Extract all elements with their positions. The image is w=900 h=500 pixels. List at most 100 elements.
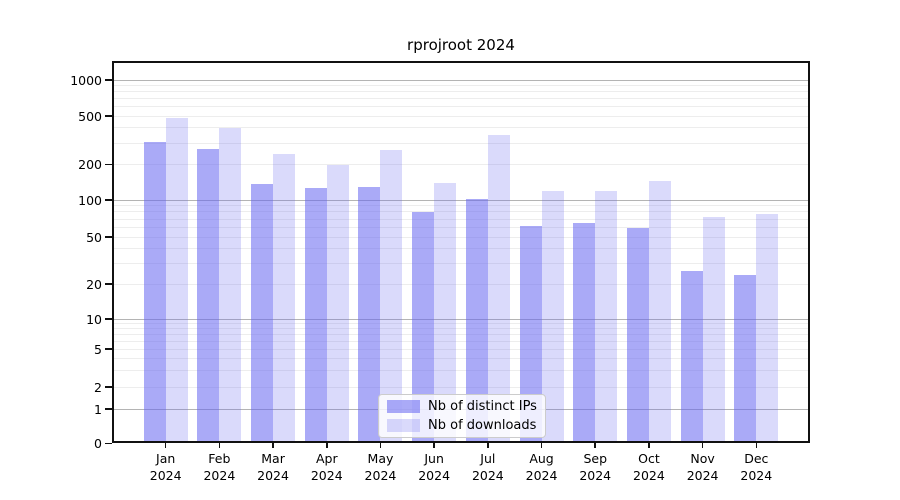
y-tick-mark	[105, 236, 112, 238]
minor-gridline	[114, 218, 808, 220]
bar-distinct-ips-apr	[304, 187, 327, 441]
legend-swatch-downloads	[387, 419, 420, 432]
bar-downloads-sep	[595, 190, 618, 441]
minor-gridline	[114, 164, 808, 165]
x-tick-mark	[164, 443, 167, 448]
y-tick-label: 100	[78, 192, 102, 208]
minor-gridline	[114, 205, 808, 207]
bar-distinct-ips-dec	[734, 274, 757, 441]
y-tick-mark	[105, 442, 112, 445]
bar-distinct-ips-jun	[412, 211, 435, 441]
minor-gridline	[114, 91, 808, 93]
minor-gridline	[114, 369, 808, 371]
y-tick-label: 1	[94, 401, 102, 417]
bar-downloads-oct	[648, 180, 671, 441]
bar-distinct-ips-aug	[519, 225, 542, 441]
bar-downloads-aug	[541, 190, 564, 441]
y-tick-mark	[105, 386, 112, 388]
minor-gridline	[114, 357, 808, 359]
chart-title: rprojroot 2024	[407, 36, 515, 54]
x-tick-label: Jun 2024	[418, 451, 451, 483]
x-tick-mark	[272, 443, 274, 448]
x-tick-label: Nov 2024	[686, 451, 719, 483]
x-tick-label: Aug 2024	[525, 451, 558, 483]
minor-gridline	[114, 236, 808, 238]
x-tick-mark	[379, 443, 382, 448]
bar-distinct-ips-mar	[251, 183, 274, 441]
major-gridline	[114, 199, 808, 201]
x-tick-label: Oct 2024	[633, 451, 665, 483]
major-gridline	[114, 79, 808, 81]
minor-gridline	[114, 226, 808, 228]
x-tick-mark	[487, 443, 489, 448]
legend: Nb of distinct IPs Nb of downloads	[378, 394, 546, 438]
bar-downloads-nov	[702, 216, 725, 441]
y-tick-label: 1000	[70, 72, 102, 88]
bar-distinct-ips-nov	[680, 270, 703, 441]
bar-distinct-ips-jul	[465, 198, 488, 441]
minor-gridline	[114, 328, 808, 330]
x-tick-label: Apr 2024	[310, 451, 343, 483]
y-tick-mark	[105, 79, 112, 81]
legend-swatch-distinct-ips	[387, 400, 420, 413]
bar-downloads-may	[380, 149, 403, 441]
minor-gridline	[114, 127, 808, 129]
bar-downloads-jul	[487, 134, 510, 441]
y-tick-label: 2	[94, 379, 102, 395]
y-tick-label: 20	[86, 276, 102, 292]
x-tick-mark	[594, 443, 597, 448]
minor-gridline	[114, 247, 808, 249]
y-tick-mark	[105, 283, 112, 285]
minor-gridline	[114, 262, 808, 264]
y-tick-mark	[105, 163, 112, 166]
y-tick-label: 0	[94, 436, 102, 451]
x-tick-mark	[755, 443, 758, 448]
y-tick-label: 5	[94, 341, 102, 357]
bar-distinct-ips-feb	[197, 148, 220, 441]
x-tick-mark	[540, 443, 543, 448]
x-tick-label: Jan 2024	[149, 451, 182, 483]
x-tick-mark	[325, 443, 328, 448]
minor-gridline	[114, 348, 808, 350]
bar-distinct-ips-sep	[573, 222, 596, 441]
x-tick-label: Feb 2024	[203, 451, 236, 483]
minor-gridline	[114, 98, 808, 100]
y-tick-mark	[105, 348, 112, 350]
bar-downloads-mar	[273, 153, 296, 441]
bar-distinct-ips-oct	[626, 228, 649, 441]
bar-downloads-apr	[326, 164, 349, 441]
major-gridline	[114, 318, 808, 320]
minor-gridline	[114, 333, 808, 335]
y-tick-label: 200	[78, 157, 102, 172]
y-tick-label: 500	[78, 108, 102, 124]
x-tick-label: May 2024	[364, 451, 397, 483]
bar-downloads-jan	[165, 118, 188, 441]
y-tick-mark	[105, 115, 112, 117]
legend-row-downloads: Nb of downloads	[387, 418, 537, 433]
minor-gridline	[114, 115, 808, 117]
minor-gridline	[114, 340, 808, 342]
x-tick-mark	[433, 443, 435, 448]
x-tick-label: Sep 2024	[579, 451, 612, 483]
legend-label-downloads: Nb of downloads	[428, 418, 537, 433]
y-tick-label: 10	[86, 311, 102, 327]
minor-gridline	[114, 142, 808, 144]
minor-gridline	[114, 323, 808, 325]
bar-downloads-dec	[756, 213, 779, 441]
minor-gridline	[114, 283, 808, 285]
y-tick-mark	[105, 199, 112, 201]
minor-gridline	[114, 84, 808, 86]
x-tick-mark	[701, 443, 704, 448]
bar-downloads-jun	[434, 182, 457, 441]
x-tick-label: Dec 2024	[740, 451, 773, 483]
x-tick-mark	[648, 443, 650, 448]
minor-gridline	[114, 106, 808, 108]
y-tick-label: 50	[86, 229, 102, 245]
bar-downloads-feb	[219, 127, 242, 441]
x-tick-label: Jul 2024	[471, 451, 504, 483]
legend-row-distinct-ips: Nb of distinct IPs	[387, 399, 537, 414]
legend-label-distinct-ips: Nb of distinct IPs	[428, 399, 537, 414]
